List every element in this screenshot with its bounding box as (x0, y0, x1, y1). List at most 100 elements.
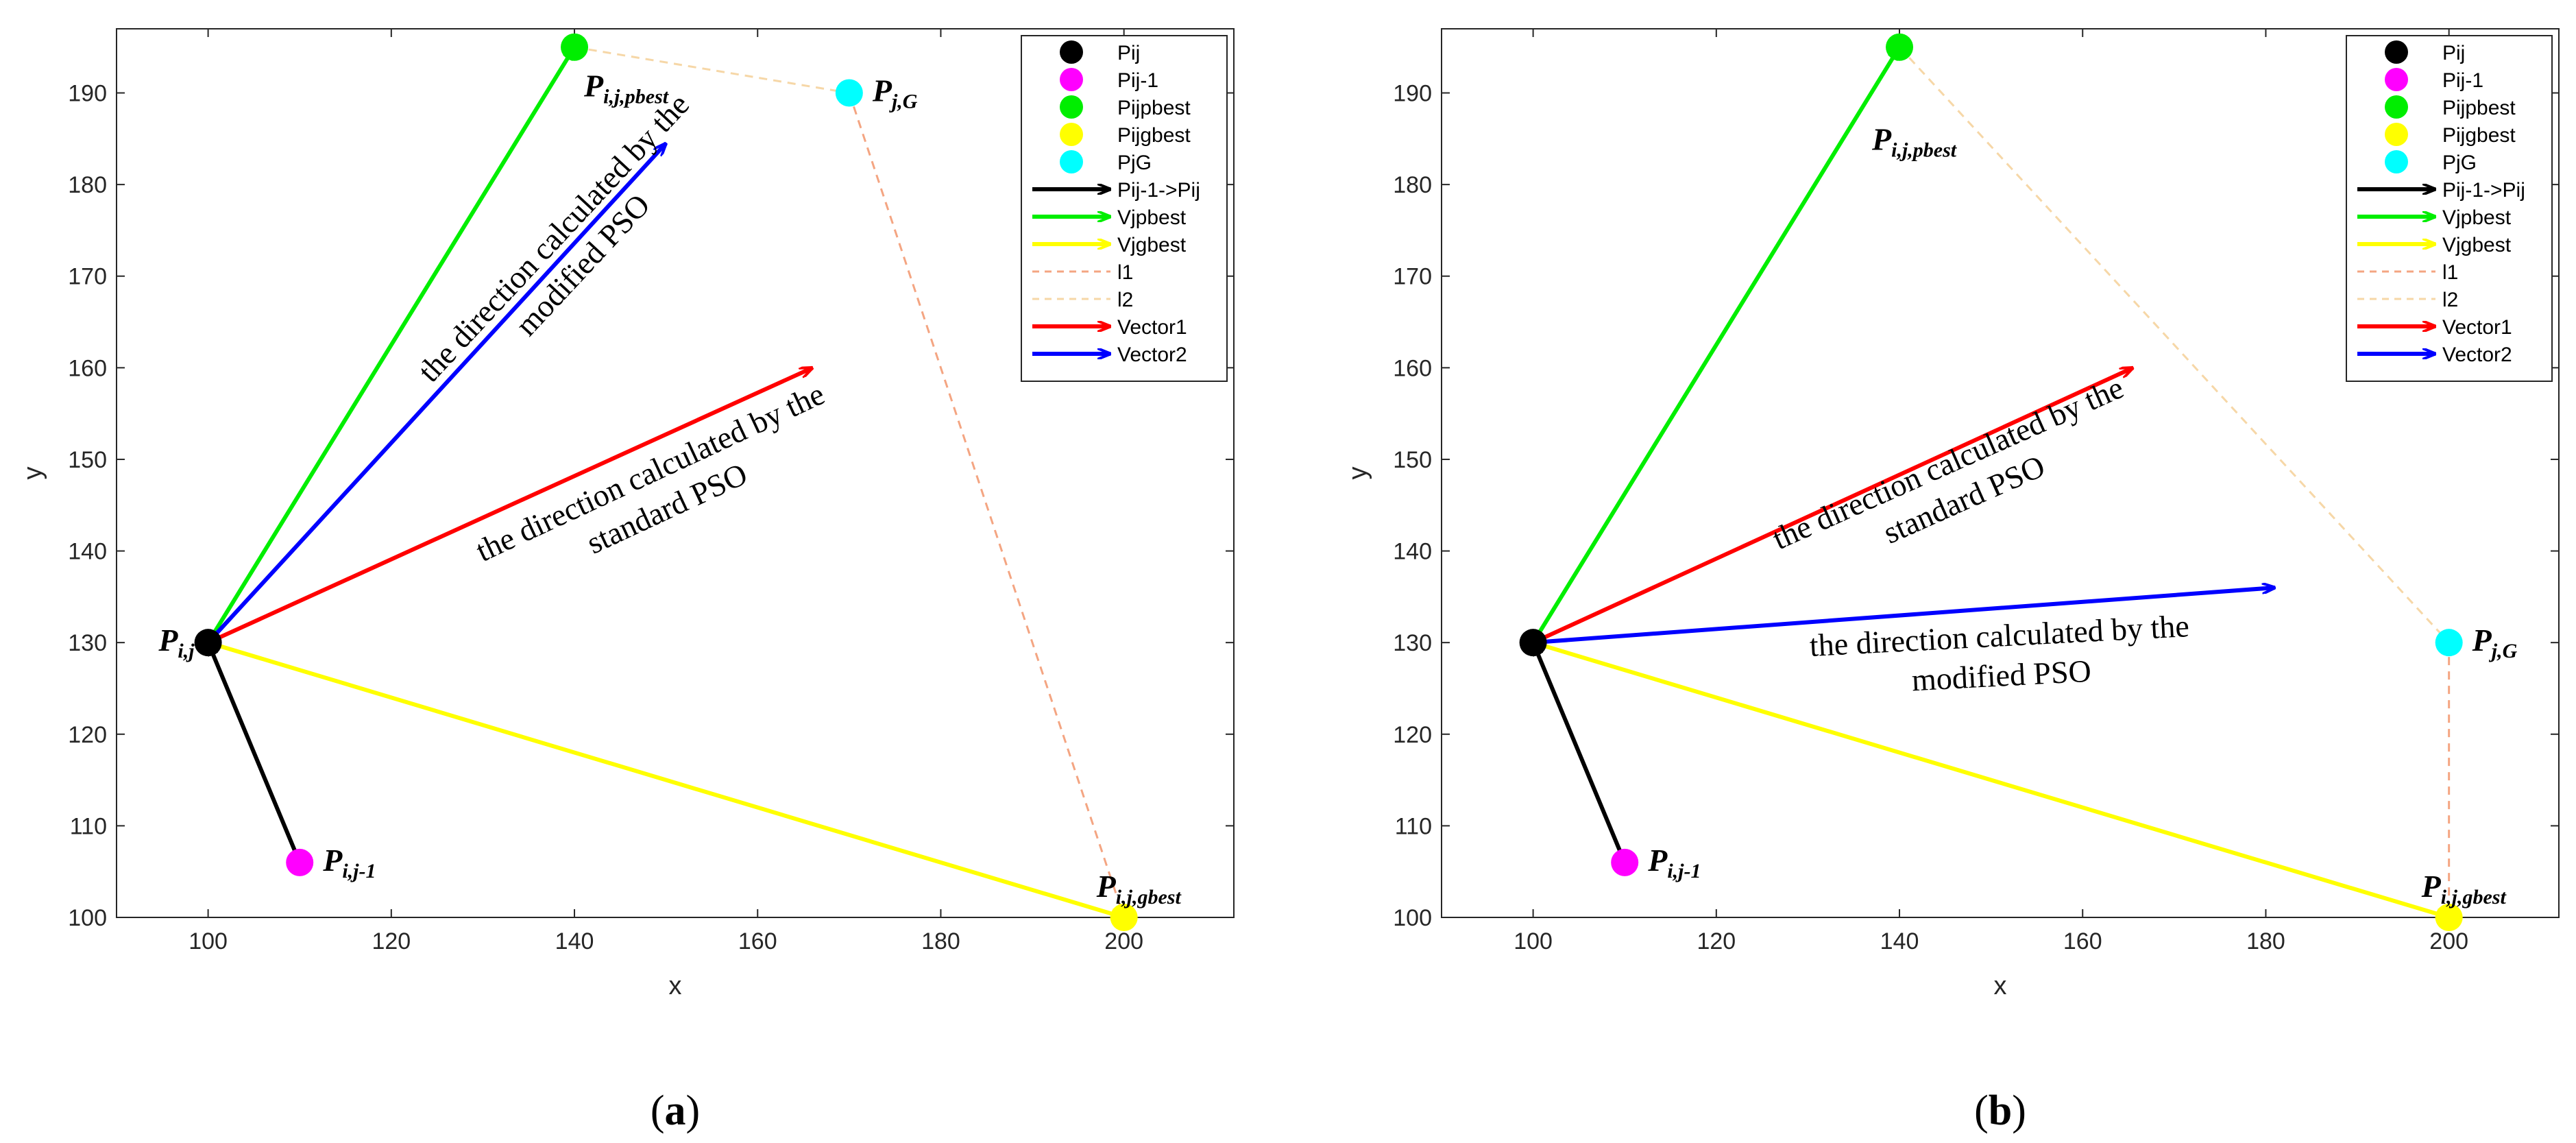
y-tick-label: 150 (68, 447, 107, 473)
point-label-sub: i,j,gbest (2441, 886, 2507, 909)
y-axis-label: y (1344, 467, 1372, 480)
point-label-pij-1: Pi,j-1 (322, 843, 376, 882)
y-tick-label: 170 (1393, 264, 1432, 290)
arrow-vector1 (207, 365, 813, 645)
arrow-vector2 (206, 143, 666, 645)
point-label-sub: i,j-1 (1667, 860, 1701, 882)
point-label-main: P (322, 843, 343, 878)
point-pij-1 (1611, 848, 1639, 876)
point-label-pijgbest: Pi,j,gbest (1096, 869, 1182, 909)
legend-marker (1060, 68, 1083, 91)
point-pijgbest (1110, 904, 1138, 931)
legend-entry-label: Vector1 (1117, 316, 1187, 339)
legend-entry-label: Pijgbest (1117, 124, 1191, 147)
arrow-vjpbest (206, 47, 574, 644)
legend-entry-label: Pij-1 (1117, 69, 1158, 92)
caption-paren-open: ( (651, 1087, 665, 1134)
point-label-sub: i,j,pbest (603, 86, 670, 108)
legend-marker (1060, 150, 1083, 173)
point-label-pij: Pi,j (158, 623, 195, 662)
arrow-pij-1-pij (206, 642, 302, 863)
legend-box (1021, 35, 1228, 382)
legend-entry-label: Vjpbest (2442, 206, 2512, 229)
x-tick-label: 160 (2063, 928, 2102, 954)
point-label-sub: j,G (2489, 640, 2518, 662)
y-tick-label: 120 (68, 722, 107, 748)
point-label-main: P (1096, 869, 1117, 904)
point-label-pijpbest: Pi,j,pbest (1871, 122, 1958, 162)
legend-marker (2385, 95, 2408, 119)
y-tick-label: 160 (1393, 355, 1432, 381)
arrow-vjgbest (1532, 640, 2449, 917)
y-tick-label: 140 (68, 539, 107, 565)
x-tick-label: 180 (2246, 928, 2285, 954)
panel-caption: (b) (1974, 1087, 2026, 1134)
legend-entry-label: Vjgbest (2442, 234, 2512, 256)
caption-letter: b (1989, 1087, 2012, 1134)
legend-entry-label: l2 (1117, 289, 1133, 311)
x-axis-label: x (1994, 972, 2007, 1000)
point-pijpbest (561, 33, 589, 61)
legend-entry-label: Pij (2442, 42, 2465, 64)
y-tick-label: 180 (1393, 172, 1432, 198)
caption-letter: a (665, 1087, 686, 1134)
dashed-line-l2 (574, 46, 850, 95)
legend-marker (2385, 150, 2408, 173)
arrow-vjpbest (1531, 47, 1899, 644)
x-tick-label: 160 (738, 928, 777, 954)
x-tick-label: 140 (555, 928, 594, 954)
point-pijgbest (2435, 904, 2463, 931)
point-label-main: P (1647, 843, 1668, 878)
x-tick-label: 140 (1880, 928, 1919, 954)
legend-entry-label: l1 (2442, 261, 2458, 284)
y-tick-label: 130 (1393, 630, 1432, 656)
caption-paren-open: ( (1974, 1087, 1989, 1134)
point-label-main: P (2421, 869, 2442, 904)
y-tick-label: 100 (68, 905, 107, 931)
point-label-sub: i,j (178, 640, 195, 662)
legend-entry-label: Pijgbest (2442, 124, 2516, 147)
point-pij (194, 629, 222, 657)
y-tick-label: 110 (1395, 813, 1432, 839)
legend-entry-label: Pijpbest (1117, 97, 1191, 119)
x-tick-label: 100 (189, 928, 228, 954)
y-tick-label: 120 (1393, 722, 1432, 748)
point-pjg (835, 79, 863, 107)
legend-entry-label: l1 (1117, 261, 1133, 284)
legend-marker (1060, 123, 1083, 146)
arrow-vector2 (1533, 588, 2275, 645)
panel-caption: (a) (651, 1087, 700, 1134)
dashed-line-l2 (1898, 46, 2450, 644)
y-tick-label: 110 (70, 813, 107, 839)
x-tick-label: 120 (1697, 928, 1736, 954)
point-label-pijgbest: Pi,j,gbest (2421, 869, 2507, 909)
point-pij-1 (286, 848, 314, 876)
y-tick-label: 130 (68, 630, 107, 656)
point-label-pijpbest: Pi,j,pbest (583, 69, 670, 108)
arrow-vector1 (1532, 365, 2133, 645)
y-tick-label: 190 (68, 81, 107, 107)
legend-entry-label: Vector2 (1117, 344, 1187, 366)
legend: Pij Pij-1 Pijpbest Pijgbest PjG Pij-1->Pij Vjp… (2346, 35, 2553, 382)
legend-marker (2385, 68, 2408, 91)
panel-a: 100 120 140 160 180 200 100 110 120 130 140 150 160 1… (19, 28, 1235, 1134)
legend-entry-label: PjG (1117, 152, 1152, 174)
y-tick-label: 140 (1393, 539, 1432, 565)
point-label-pij-1: Pi,j-1 (1647, 843, 1701, 882)
point-label-sub: i,j-1 (342, 860, 376, 882)
legend-entry-label: Pij-1->Pij (1117, 179, 1200, 202)
legend-entry-label: Vector2 (2442, 344, 2512, 366)
point-pijpbest (1886, 33, 1914, 61)
legend-entry-label: Vjpbest (1117, 206, 1187, 229)
legend-entry-label: Pij (1117, 42, 1140, 64)
caption-paren-close: ) (2012, 1087, 2026, 1134)
point-label-main: P (1871, 122, 1892, 157)
legend-marker (2385, 123, 2408, 146)
legend-entry-label: l2 (2442, 289, 2458, 311)
legend: Pij Pij-1 Pijpbest Pijgbest PjG Pij-1->Pij Vjp… (1021, 35, 1228, 382)
x-tick-label: 180 (921, 928, 960, 954)
point-label-main: P (158, 623, 178, 658)
y-tick-label: 190 (1393, 81, 1432, 107)
y-tick-label: 100 (1393, 905, 1432, 931)
x-tick-label: 200 (2429, 928, 2468, 954)
